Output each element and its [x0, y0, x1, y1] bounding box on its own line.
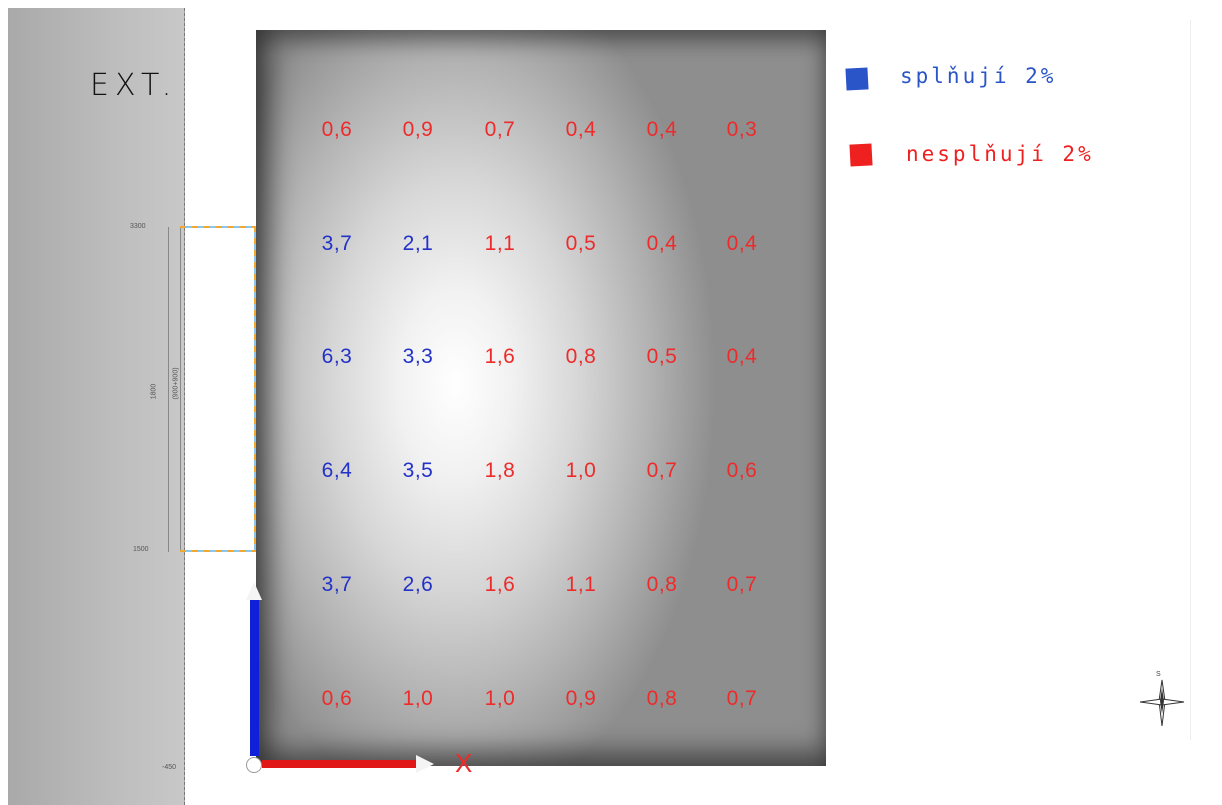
- grid-value: 0,8: [646, 573, 678, 596]
- legend-ok-label: splňují 2%: [900, 64, 1057, 88]
- window-bottom-line: [180, 550, 258, 552]
- grid-value: 0,7: [726, 573, 758, 596]
- exterior-wall: [8, 8, 185, 805]
- grid-value: 3,7: [321, 232, 353, 255]
- room-plan: [256, 30, 826, 766]
- window-side-line: [254, 226, 256, 552]
- grid-value: 2,6: [402, 573, 434, 596]
- grid-value: 0,7: [646, 459, 678, 482]
- legend-bad-label: nesplňují 2%: [906, 142, 1094, 166]
- grid-value: 0,6: [726, 459, 758, 482]
- grid-value: 0,8: [646, 687, 678, 710]
- grid-value: 0,8: [565, 345, 597, 368]
- grid-value: 0,4: [726, 232, 758, 255]
- grid-value: 1,1: [484, 232, 516, 255]
- window-top-line: [180, 226, 258, 228]
- x-axis-arrow: [262, 760, 418, 768]
- grid-value: 6,3: [321, 345, 353, 368]
- exterior-label: EXT.: [90, 68, 178, 103]
- dimension-line-2: [180, 227, 181, 552]
- grid-value: 0,7: [484, 118, 516, 141]
- grid-value: 1,6: [484, 573, 516, 596]
- dimension-axis-mark: -450: [162, 764, 177, 771]
- grid-value: 1,8: [484, 459, 516, 482]
- grid-value: 0,4: [565, 118, 597, 141]
- grid-value: 0,6: [321, 687, 353, 710]
- dimension-span-label: 1800: [150, 383, 158, 400]
- dimension-span-label-2: (900+900): [172, 367, 180, 400]
- grid-value: 1,0: [402, 687, 434, 710]
- grid-value: 0,9: [402, 118, 434, 141]
- compass-icon: S: [1139, 671, 1185, 727]
- grid-value: 2,1: [402, 232, 434, 255]
- grid-value: 0,4: [646, 118, 678, 141]
- grid-value: 3,3: [402, 345, 434, 368]
- legend-ok-swatch: [845, 67, 869, 91]
- x-axis-arrowhead: [416, 755, 434, 773]
- dimension-line: [168, 227, 169, 552]
- x-axis-label: X: [455, 748, 473, 778]
- grid-value: 0,5: [565, 232, 597, 255]
- grid-value: 1,0: [565, 459, 597, 482]
- grid-value: 0,6: [321, 118, 353, 141]
- grid-value: 3,5: [402, 459, 434, 482]
- grid-value: 6,4: [321, 459, 353, 482]
- grid-value: 0,7: [726, 687, 758, 710]
- grid-value: 0,3: [726, 118, 758, 141]
- y-axis-arrowhead: [246, 582, 262, 600]
- legend-bad-swatch: [849, 143, 873, 167]
- grid-value: 0,4: [646, 232, 678, 255]
- grid-value: 0,4: [726, 345, 758, 368]
- grid-value: 3,7: [321, 573, 353, 596]
- grid-value: 1,1: [565, 573, 597, 596]
- paper-edge: [1150, 20, 1191, 740]
- grid-value: 0,9: [565, 687, 597, 710]
- grid-value: 0,5: [646, 345, 678, 368]
- compass-letter: S: [1156, 671, 1161, 678]
- y-axis-arrow: [250, 598, 259, 756]
- origin-marker: [246, 757, 262, 773]
- grid-value: 1,6: [484, 345, 516, 368]
- dimension-top-mark: 3300: [130, 223, 146, 230]
- grid-value: 1,0: [484, 687, 516, 710]
- dimension-bottom-mark: 1500: [133, 546, 149, 553]
